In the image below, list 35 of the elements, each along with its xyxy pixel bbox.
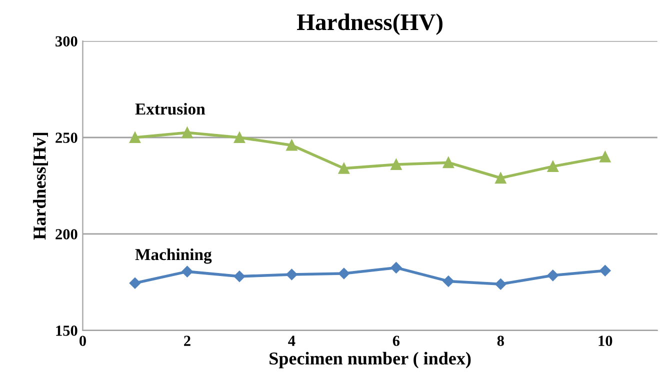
point [495,278,506,290]
y-axis-title: Hardness[Hv] [33,132,48,240]
point [338,268,350,280]
x-tick-label: 6 [392,336,400,346]
point [182,266,193,278]
x-tick-label: 8 [497,336,504,346]
series-label: Extrusion [135,102,206,115]
y-tick-label: 150 [56,326,78,336]
point [442,157,454,168]
x-tick-label: 4 [288,336,296,346]
point [390,262,402,274]
x-tick-label: 2 [184,336,190,346]
point [129,132,141,144]
point [286,268,298,280]
point [547,160,558,172]
y-tick-label: 300 [56,36,78,47]
point [600,151,611,162]
x-axis-title: Specimen number ( index) [270,352,471,368]
chart-title: Hardness(HV) [297,14,442,35]
point [234,132,246,144]
point [234,270,246,282]
point [286,140,298,151]
y-tick-label: 200 [56,229,78,240]
series-label: Machining [135,248,212,264]
point [338,162,350,174]
point [600,264,611,276]
x-tick-label: 10 [598,336,612,346]
point [495,172,506,184]
x-tick-label: 0 [80,336,86,346]
point [129,278,141,289]
point [390,158,402,170]
y-tick-label: 250 [56,132,78,143]
point [547,270,558,282]
point [182,127,193,138]
point [442,276,454,287]
